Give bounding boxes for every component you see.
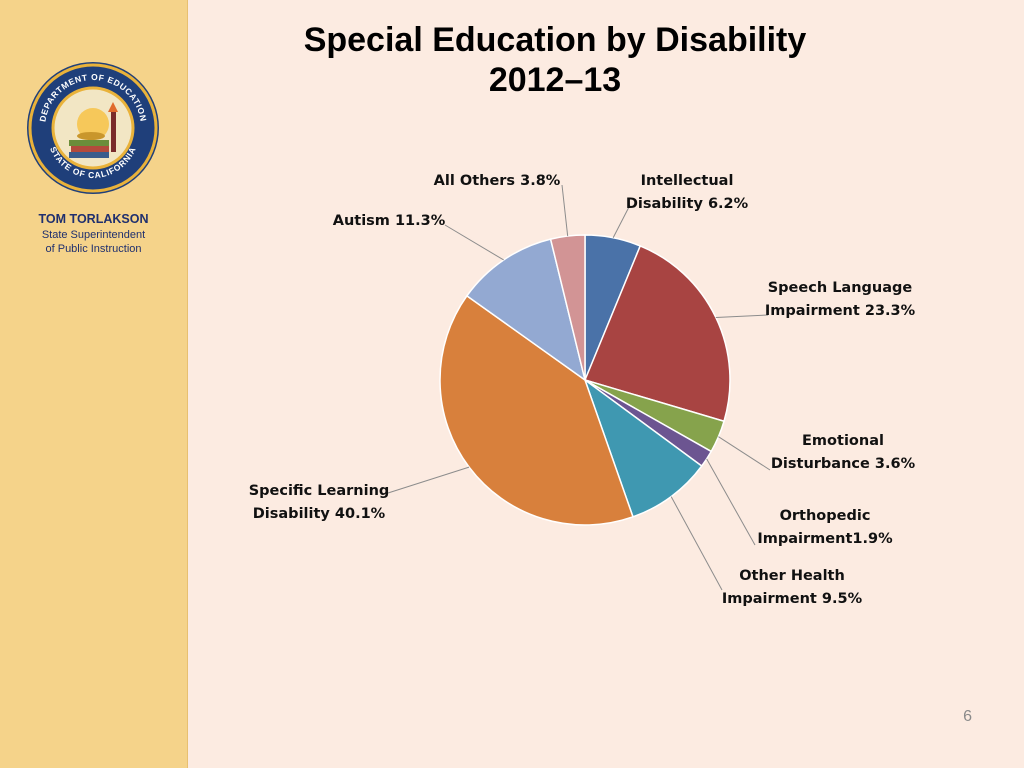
slice-label: Intellectual Disability 6.2% [626,173,749,212]
leader-line [561,184,569,237]
sidebar: DEPARTMENT OF EDUCATION STATE OF CALIFOR… [0,0,188,768]
leader-line [718,436,771,471]
slice-label: Other Health Impairment 9.5% [722,568,863,607]
pie-slice [439,294,634,526]
page-number: 6 [963,708,972,725]
slice-label: Autism 11.3% [333,213,446,229]
superintendent-role-line-2: of Public Instruction [45,243,142,255]
slice-label: Speech Language Impairment 23.3% [765,280,916,319]
pie-slice [583,377,703,518]
leader-line [612,204,631,238]
pie-slice [465,238,587,382]
slice-label: All Others 3.8% [434,173,561,189]
leader-line [706,458,756,546]
title-line-2: 2012–13 [488,61,622,99]
leader-line [670,496,723,591]
slice-label: Specific Learning Disability 40.1% [249,483,390,522]
leader-line [715,314,769,318]
leader-line [444,224,504,261]
department-of-education-seal-icon: DEPARTMENT OF EDUCATION STATE OF CALIFOR… [27,62,159,194]
leader-line [387,466,470,494]
superintendent-role-line-1: State Superintendent [41,229,146,241]
title-line-1: Special Education by Disability [303,21,807,59]
slice-label: Emotional Disturbance 3.6% [771,433,916,472]
slide-title: Special Education by Disability 2012–13 [200,20,910,100]
superintendent-name: TOM TORLAKSON [38,212,149,226]
slice-label: Orthopedic Impairment1.9% [757,508,893,547]
